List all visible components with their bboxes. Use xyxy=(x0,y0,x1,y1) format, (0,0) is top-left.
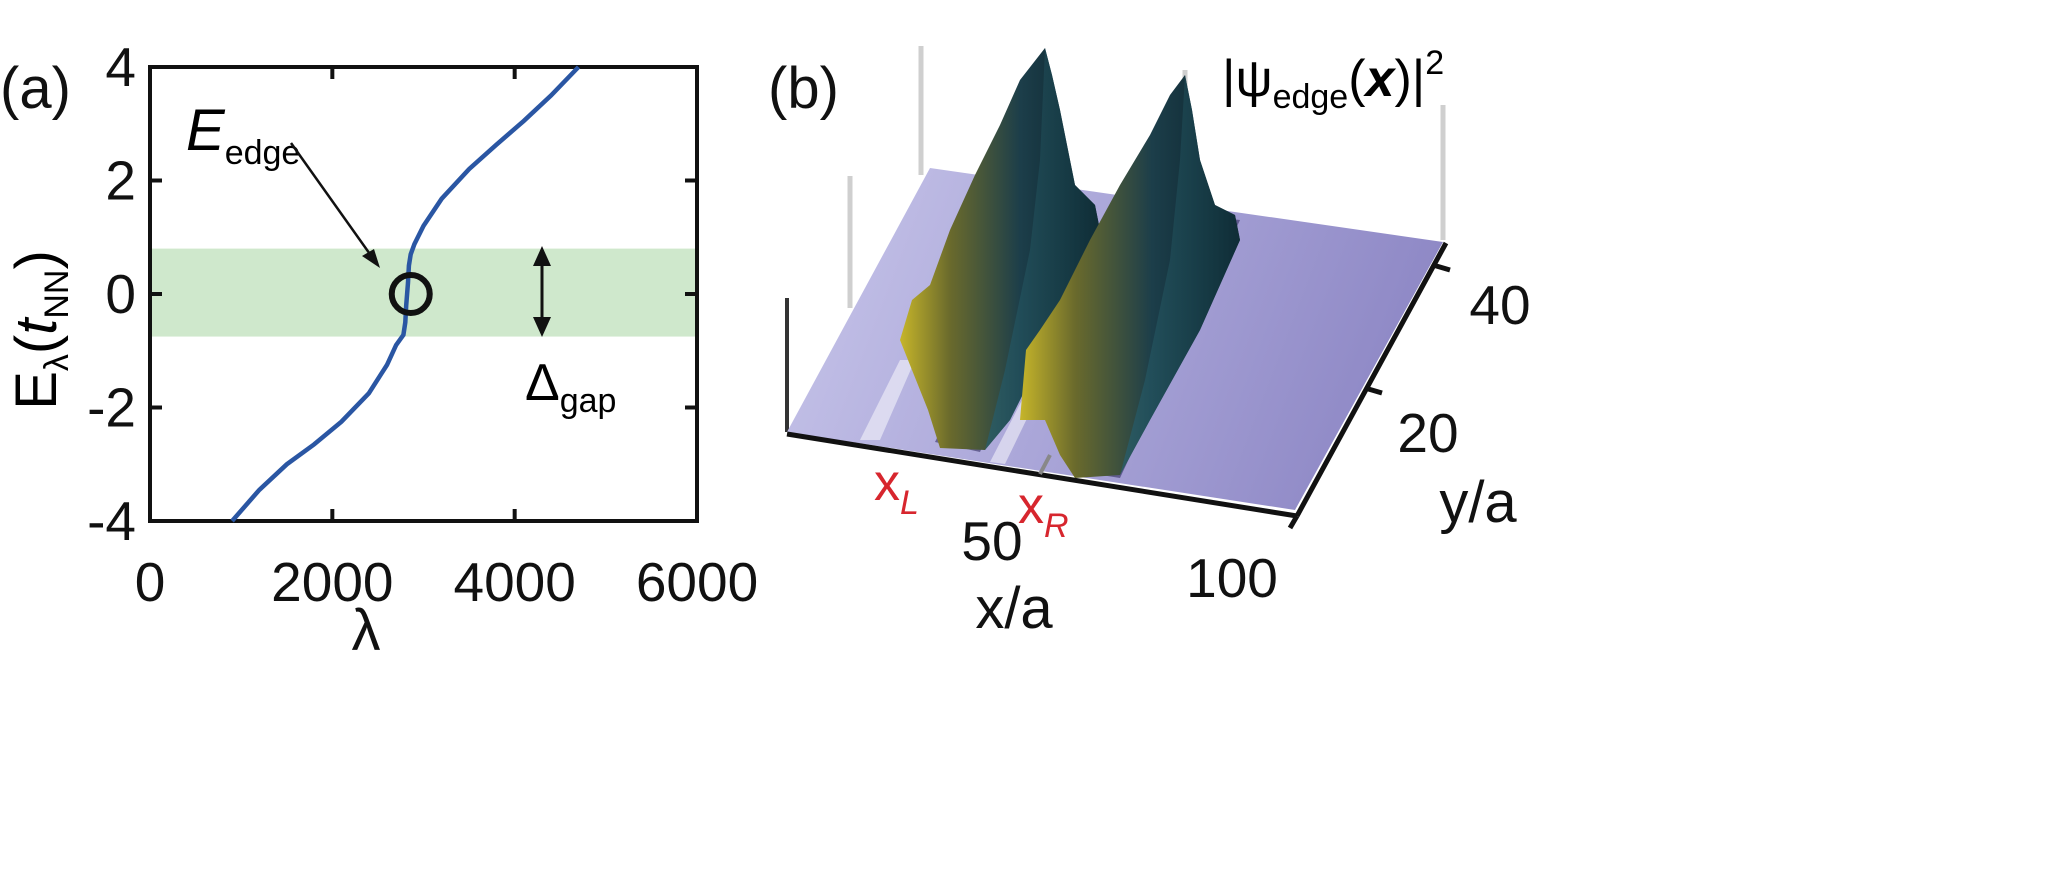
surface-trough xyxy=(860,360,915,440)
energy-curve xyxy=(230,65,581,523)
gap-band xyxy=(152,248,695,337)
marker-xr-main: x xyxy=(1018,477,1044,535)
y-tick xyxy=(1432,262,1451,273)
gap-arrow-head-bottom xyxy=(533,317,551,337)
y-tick xyxy=(1364,385,1383,396)
surface-title-sup: 2 xyxy=(1425,44,1444,82)
x-axis-label: λ xyxy=(352,598,381,663)
marker-xr-sub: R xyxy=(1044,507,1069,545)
y-axis-line xyxy=(1294,241,1449,518)
edge-arrow-head xyxy=(362,249,380,268)
x-tick xyxy=(1038,454,1052,475)
marker-xl-sub: L xyxy=(900,484,919,522)
edge-annotation-sub: edge xyxy=(225,134,301,172)
y-tick-label: -4 xyxy=(87,490,136,552)
gap-annotation-sub: gap xyxy=(560,382,617,420)
edge-arrow xyxy=(289,142,374,258)
x-tick xyxy=(1287,514,1300,530)
y-tick-label: 4 xyxy=(105,36,136,98)
y-tick-label: 0 xyxy=(105,263,136,325)
y-axis-label-main: E xyxy=(4,371,69,410)
marker-xl-main: x xyxy=(874,454,900,512)
x-axis-line xyxy=(786,431,1298,519)
y-axis-label-t: t xyxy=(4,316,69,335)
surface-title-sub: edge xyxy=(1273,78,1349,116)
surface-title-close: )| xyxy=(1394,50,1425,108)
panel-b: (b) |ψedge(x)|2 50 100 xyxy=(768,44,1531,641)
y-axis-label-sub2: NN xyxy=(38,270,76,319)
panel-a-label: (a) xyxy=(0,56,71,121)
y-axis-label-paren-open: ( xyxy=(4,335,69,354)
edge-annotation-main: E xyxy=(186,98,226,163)
y-tick-label: 20 xyxy=(1397,402,1458,464)
gap-annotation: Δgap xyxy=(525,354,616,420)
y-axis-label-sub1: λ xyxy=(38,354,76,371)
x-tick-label: 2000 xyxy=(271,551,393,613)
surface-title-prefix: |ψ xyxy=(1222,50,1273,108)
y-tick-label: 2 xyxy=(105,150,136,212)
surface-title-open: ( xyxy=(1348,50,1366,108)
panel-a: (a) 0 2000 4000 6000 4 2 0 -2 -4 Eedge Δgap λ Eλ… xyxy=(0,36,758,663)
surface-x-label: x/a xyxy=(975,576,1053,641)
panel-b-label: (b) xyxy=(768,56,839,121)
marker-xr: xR xyxy=(1018,477,1069,545)
axis-ticks: 0 2000 4000 6000 4 2 0 -2 -4 xyxy=(87,36,758,613)
x-tick-label: 100 xyxy=(1186,547,1278,609)
surface-title: |ψedge(x)|2 xyxy=(1222,44,1444,116)
gap-arrow-head-top xyxy=(533,246,551,266)
surface-peak-right-face xyxy=(1120,75,1240,475)
y-axis-label-paren-close: ) xyxy=(4,250,69,269)
gap-annotation-main: Δ xyxy=(525,354,560,412)
marker-xl: xL xyxy=(874,454,919,522)
y-tick-label: 40 xyxy=(1469,274,1530,336)
x-tick-label: 6000 xyxy=(636,551,758,613)
edge-state-marker xyxy=(388,272,433,316)
surface-title-bold: x xyxy=(1363,50,1397,108)
y-axis-label: Eλ(tNN) xyxy=(4,250,76,410)
x-tick-label: 0 xyxy=(135,551,166,613)
y-tick-label: -2 xyxy=(87,377,136,439)
edge-annotation: Eedge xyxy=(186,98,300,172)
x-tick-label: 50 xyxy=(961,510,1022,572)
surface-peak-left-face xyxy=(985,48,1100,450)
surface-y-label: y/a xyxy=(1439,470,1517,535)
x-tick-label: 4000 xyxy=(453,551,575,613)
